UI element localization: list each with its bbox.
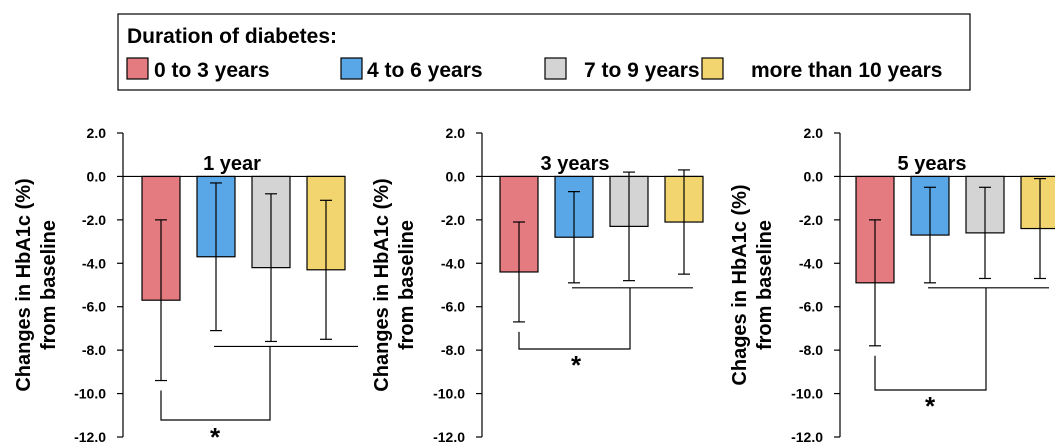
y-tick-label: 2.0: [87, 125, 107, 141]
legend-swatch-7-9: [544, 57, 567, 80]
y-tick-label: 0.0: [804, 168, 824, 184]
panel-title: 5 years: [898, 153, 967, 175]
panel-title: 3 years: [541, 153, 610, 175]
y-tick-label: -4.0: [441, 255, 465, 271]
y-tick-label: -4.0: [799, 255, 823, 271]
y-tick-label: -12.0: [74, 429, 106, 445]
y-tick-label: 0.0: [446, 168, 466, 184]
significance-bracket: [518, 287, 631, 350]
chart-panel-2: 3 years Changes in HbA1c (%) from baseline…: [371, 125, 704, 445]
y-tick-label: -2.0: [82, 212, 106, 228]
y-tick-label: 0.0: [87, 168, 107, 184]
chart-panel-3: 5 years Chages in HbA1c (%) from baseline 2…: [729, 125, 1055, 445]
legend-label-7-9: 7 to 9 years: [584, 59, 700, 82]
y-tick-label: -4.0: [82, 255, 106, 271]
y-tick-label: -6.0: [82, 299, 106, 315]
y-tick-label: -12.0: [791, 429, 823, 445]
y-tick-label: -10.0: [791, 386, 823, 402]
y-tick-label: -8.0: [799, 342, 823, 358]
y-tick-label: 2.0: [446, 125, 466, 141]
y-axis-label: Changes in HbA1c (%): [13, 178, 35, 391]
y-axis-label: from baseline: [396, 220, 418, 350]
y-tick-label: -10.0: [74, 386, 106, 402]
y-axis-label: Changes in HbA1c (%): [371, 178, 393, 391]
legend-swatch-4-6: [340, 57, 363, 80]
legend-title: Duration of diabetes:: [127, 25, 337, 48]
panel-title: 1 year: [203, 153, 261, 175]
y-axis-label: from baseline: [38, 220, 60, 350]
legend-label-0-3: 0 to 3 years: [154, 59, 270, 82]
significance-bracket: [874, 287, 987, 391]
legend-swatch-10plus: [701, 57, 724, 80]
legend-swatch-0-3: [126, 57, 149, 80]
y-tick-label: -12.0: [433, 429, 465, 445]
significance-star: *: [925, 391, 936, 421]
y-axis-label: Chages in HbA1c (%): [729, 184, 751, 385]
y-tick-label: -8.0: [82, 342, 106, 358]
significance-bracket: [160, 346, 271, 421]
y-tick-label: -6.0: [799, 299, 823, 315]
bar-4: [1020, 175, 1055, 230]
legend-label-4-6: 4 to 6 years: [367, 59, 483, 82]
y-tick-label: -10.0: [433, 386, 465, 402]
y-tick-label: 2.0: [804, 125, 824, 141]
chart-panel-1: 1 year Changes in HbA1c (%) from baseline 2…: [13, 125, 358, 446]
legend-frame: [117, 13, 971, 91]
significance-star: *: [571, 350, 582, 380]
legend-label-10plus: more than 10 years: [751, 59, 942, 82]
significance-star: *: [210, 422, 221, 446]
y-tick-label: -6.0: [441, 299, 465, 315]
y-tick-label: -8.0: [441, 342, 465, 358]
y-axis-label: from baseline: [754, 220, 776, 350]
legend: Duration of diabetes: 0 to 3 years 4 to …: [117, 13, 971, 91]
y-tick-label: -2.0: [441, 212, 465, 228]
y-tick-label: -2.0: [799, 212, 823, 228]
